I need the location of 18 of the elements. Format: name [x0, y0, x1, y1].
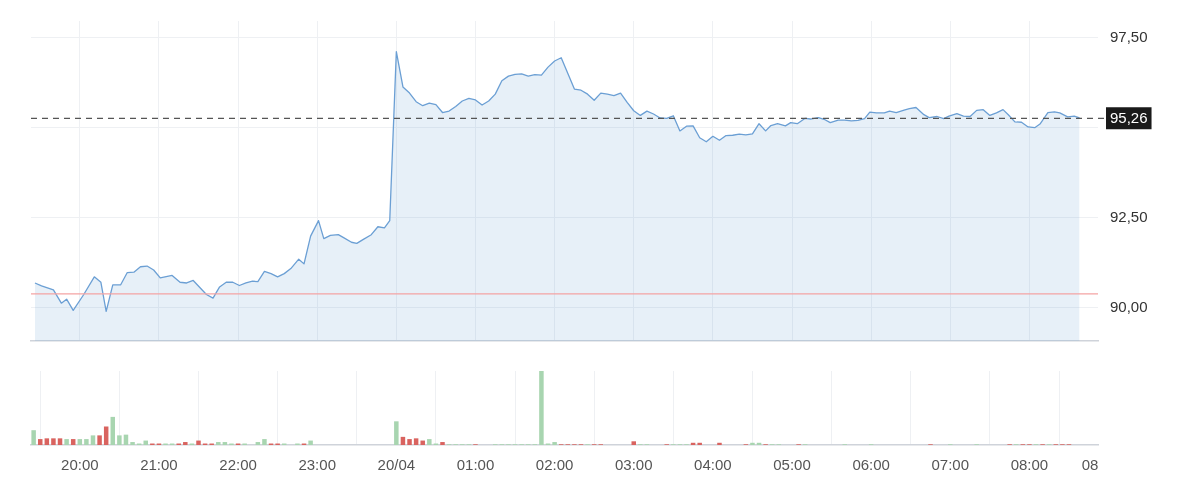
y-tick-label: 90,00 — [1110, 297, 1148, 315]
x-tick-label: 03:00 — [614, 456, 653, 474]
x-tick-label: 23:00 — [298, 456, 336, 474]
x-tick-label: 20/04 — [377, 456, 416, 474]
x-tick-label: 01:00 — [456, 456, 495, 474]
x-tick-label: 20:00 — [61, 456, 99, 474]
x-tick-label: 21:00 — [140, 456, 178, 474]
ref-line-label: 95,26 — [1110, 109, 1148, 127]
x-tick-label: 22:00 — [219, 456, 257, 474]
x-tick-label: 05:00 — [773, 456, 811, 474]
y-tick-label: 97,50 — [1110, 27, 1148, 45]
x-tick-label: 02:00 — [535, 456, 574, 474]
x-tick-label: 08 — [1081, 456, 1099, 474]
x-tick-label: 06:00 — [852, 456, 890, 474]
x-tick-label: 04:00 — [694, 456, 732, 474]
x-tick-label: 07:00 — [931, 456, 970, 474]
x-tick-label: 08:00 — [1010, 456, 1049, 474]
y-tick-label: 92,50 — [1110, 207, 1148, 225]
